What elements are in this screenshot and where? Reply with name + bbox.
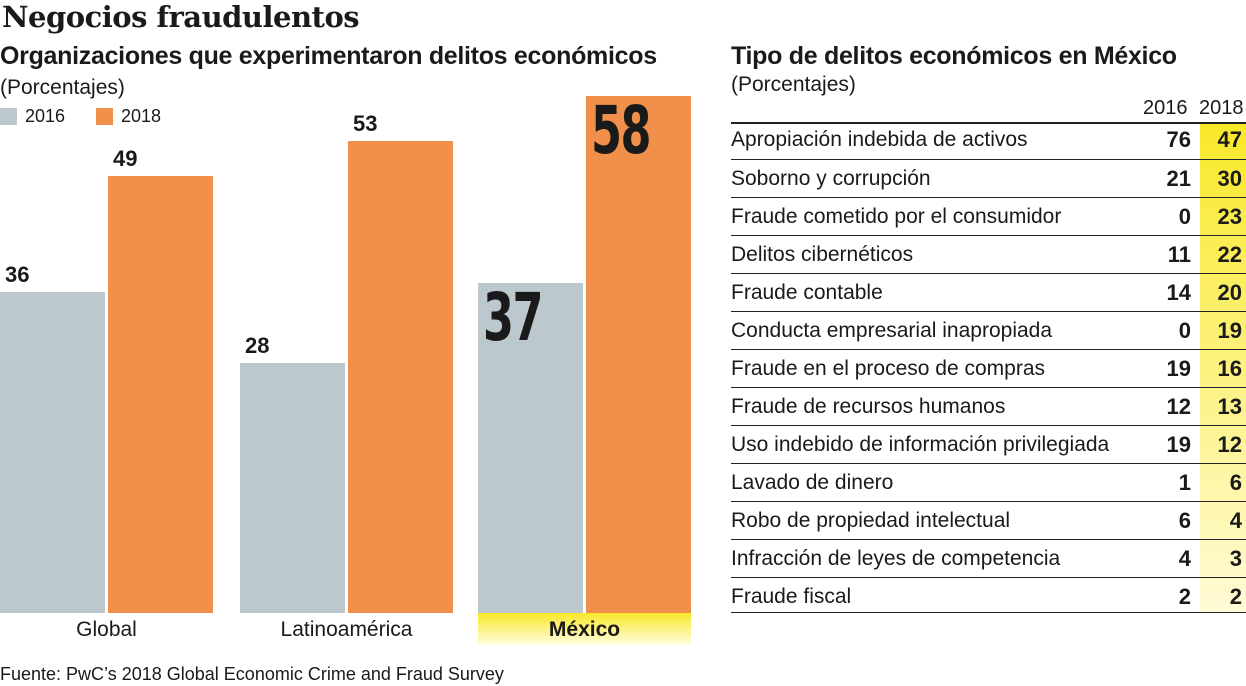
table-row: Apropiación indebida de activos 76 47 [731, 121, 1246, 159]
value-2018: 2 [1229, 584, 1242, 609]
table-row: Fraude fiscal 2 2 [731, 577, 1246, 616]
highlight-column-2018 [1200, 123, 1246, 613]
header-rule [731, 122, 1246, 124]
table-row: Soborno y corrupción 21 30 [731, 159, 1246, 198]
row-label: Uso indebido de información privilegiada [731, 433, 1110, 456]
bar-2018 [586, 96, 691, 613]
value-2016: 11 [1167, 242, 1191, 267]
value-2018: 12 [1217, 432, 1242, 457]
table-row: Delitos cibernéticos 11 22 [731, 235, 1246, 274]
value-2018: 3 [1229, 546, 1242, 571]
value-2016: 19 [1166, 356, 1191, 381]
value-2018: 6 [1229, 470, 1242, 495]
value-2018: 13 [1217, 394, 1242, 419]
category-label: México [478, 613, 691, 645]
table-row: Fraude de recursos humanos 12 13 [731, 387, 1246, 426]
data-label: 49 [113, 146, 138, 172]
value-2016: 19 [1166, 432, 1191, 457]
table-title: Tipo de delitos económicos en México [731, 42, 1177, 70]
value-2016: 6 [1178, 508, 1191, 533]
value-2018: 20 [1217, 280, 1242, 305]
table-row: Fraude cometido por el consumidor 0 23 [731, 197, 1246, 236]
value-2016: 0 [1178, 318, 1191, 343]
bar-2016 [0, 292, 105, 613]
value-2018: 30 [1217, 166, 1242, 191]
table-row: Conducta empresarial inapropiada 0 19 [731, 311, 1246, 350]
category-label: Global [76, 618, 137, 641]
row-label: Fraude fiscal [731, 585, 852, 608]
table-row: Robo de propiedad intelectual 6 4 [731, 501, 1246, 540]
value-2016: 76 [1166, 127, 1191, 152]
bar-2016 [478, 283, 583, 613]
column-header-2018: 2018 [1199, 97, 1244, 119]
bar-2018 [348, 140, 453, 613]
category-label: Latinoamérica [280, 618, 413, 641]
row-label: Conducta empresarial inapropiada [731, 319, 1053, 342]
legend-2018: 2018 [96, 106, 161, 127]
table-row: Uso indebido de información privilegiada… [731, 425, 1246, 464]
value-2016: 14 [1166, 280, 1191, 305]
data-label: 53 [353, 110, 378, 136]
bar-2016 [240, 363, 345, 613]
row-label: Lavado de dinero [731, 471, 894, 494]
data-label: 36 [5, 262, 30, 288]
value-2016: 21 [1166, 166, 1191, 191]
row-label: Apropiación indebida de activos [731, 128, 1028, 151]
value-2016: 2 [1178, 584, 1191, 609]
table-row: Fraude en el proceso de compras 19 16 [731, 349, 1246, 388]
value-2016: 1 [1178, 470, 1191, 495]
legend-2016: 2016 [0, 106, 65, 127]
table-bottom-rule [731, 612, 1246, 613]
bar-2018 [108, 176, 213, 613]
source-note: Fuente: PwC’s 2018 Global Economic Crime… [0, 664, 504, 684]
value-2018: 16 [1217, 356, 1242, 381]
data-label: 28 [245, 333, 270, 359]
table-row: Lavado de dinero 1 6 [731, 463, 1246, 502]
value-2016: 12 [1166, 394, 1191, 419]
chart-subtitle: (Porcentajes) [0, 76, 125, 99]
value-2016: 4 [1178, 546, 1191, 571]
column-header-2016: 2016 [1143, 97, 1188, 119]
data-label: 37 [483, 279, 543, 357]
value-2018: 47 [1217, 127, 1242, 152]
row-label: Fraude cometido por el consumidor [731, 205, 1062, 228]
chart-title: Organizaciones que experimentaron delito… [0, 42, 657, 70]
row-label: Fraude de recursos humanos [731, 395, 1006, 418]
legend-swatch [0, 108, 17, 125]
value-2016: 0 [1178, 204, 1191, 229]
row-label: Fraude contable [731, 281, 883, 304]
row-label: Delitos cibernéticos [731, 243, 914, 266]
table-subtitle: (Porcentajes) [731, 73, 856, 96]
value-2018: 19 [1217, 318, 1242, 343]
bar-chart: Global 36 49 Latinoamérica 28 53 México 37 58 [0, 92, 691, 645]
value-2018: 4 [1229, 508, 1242, 533]
page-title: Negocios fraudulentos [2, 0, 360, 34]
value-2018: 22 [1217, 242, 1242, 267]
row-label: Soborno y corrupción [731, 167, 931, 190]
legend-label: 2018 [121, 106, 162, 126]
row-label: Infracción de leyes de competencia [731, 547, 1061, 570]
data-label: 58 [591, 92, 651, 169]
table-row: Infracción de leyes de competencia 4 3 [731, 539, 1246, 578]
value-2018: 23 [1217, 204, 1242, 229]
row-label: Robo de propiedad intelectual [731, 509, 1011, 532]
row-label: Fraude en el proceso de compras [731, 357, 1046, 380]
table-row: Fraude contable 14 20 [731, 273, 1246, 312]
legend-label: 2016 [25, 106, 66, 126]
legend-swatch [96, 108, 113, 125]
